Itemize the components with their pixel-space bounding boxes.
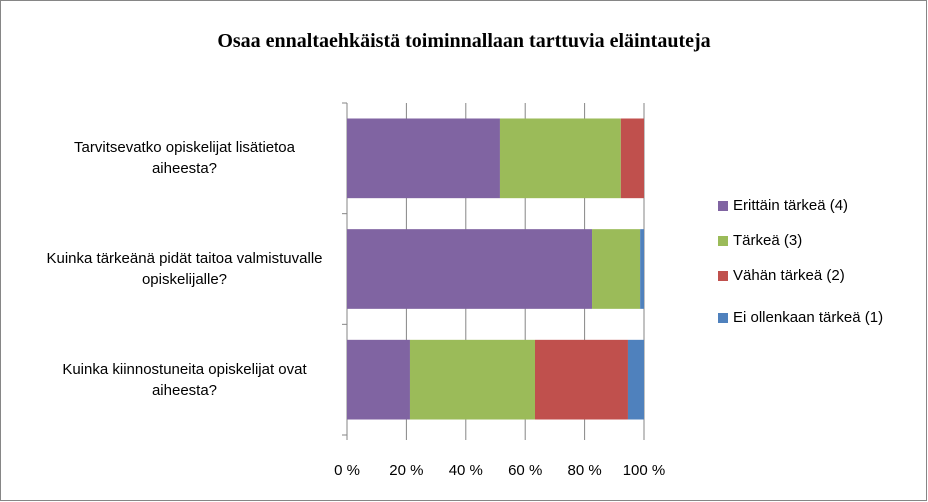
bar-segment xyxy=(347,339,410,420)
x-tick-label: 20 % xyxy=(389,462,423,479)
legend-swatch xyxy=(718,271,728,281)
bar-segment xyxy=(347,118,500,199)
bar-segment xyxy=(499,118,621,199)
bar-segment xyxy=(640,229,644,309)
bar-segment xyxy=(347,229,593,309)
bar-segment xyxy=(592,229,641,309)
bar-segment xyxy=(620,118,644,199)
y-tick-label: Kuinka kiinnostuneita opiskelijat ovat a… xyxy=(62,360,307,399)
legend-label: Erittäin tärkeä (4) xyxy=(733,197,848,214)
bar-segment xyxy=(535,339,628,420)
legend-swatch xyxy=(718,201,728,211)
legend-label: Ei ollenkaan tärkeä (1) xyxy=(733,309,883,326)
bar-segment xyxy=(627,339,644,420)
x-tick-label: 100 % xyxy=(623,462,666,479)
bar-segment xyxy=(409,339,536,420)
legend-label: Tärkeä (3) xyxy=(733,232,802,249)
x-tick-label: 0 % xyxy=(334,462,360,479)
y-tick-label: Kuinka tärkeänä pidät taitoa valmistuval… xyxy=(46,250,323,288)
legend-swatch xyxy=(718,313,728,323)
legend-label: Vähän tärkeä (2) xyxy=(733,267,845,284)
x-tick-label: 60 % xyxy=(508,462,542,479)
y-tick-label: Tarvitsevatko opiskelijat lisätietoa aih… xyxy=(74,139,295,178)
legend-swatch xyxy=(718,236,728,246)
x-tick-label: 80 % xyxy=(567,462,601,479)
chart-title: Osaa ennaltaehkäistä toiminnallaan tartt… xyxy=(217,30,711,52)
x-tick-label: 40 % xyxy=(449,462,483,479)
